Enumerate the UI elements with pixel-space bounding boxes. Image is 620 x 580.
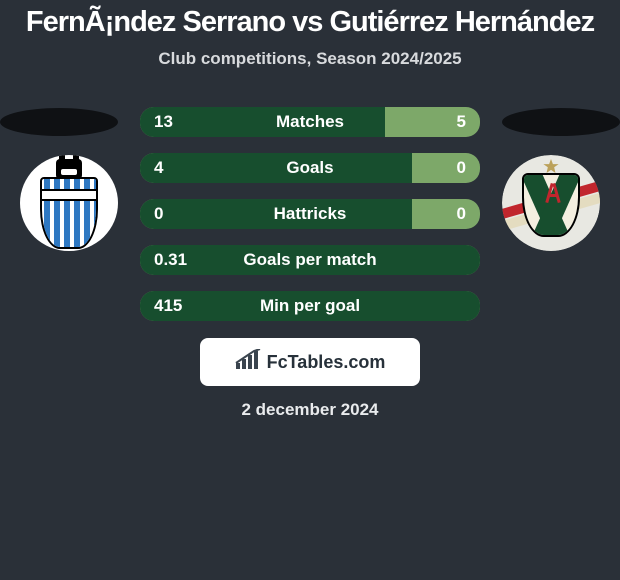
stat-row: 415 Min per goal xyxy=(140,291,480,321)
letter-a-icon xyxy=(546,183,560,203)
platform-right-shadow xyxy=(502,108,620,136)
striped-shield-icon xyxy=(40,177,98,249)
comparison-title: FernÃ¡ndez Serrano vs Gutiérrez Hernánde… xyxy=(0,0,620,39)
stat-right-value: 0 xyxy=(457,204,466,224)
stat-left-value: 4 xyxy=(154,158,163,178)
stat-rows: 13 Matches 5 4 Goals 0 0 Hattricks 0 0.31 Goals pe… xyxy=(140,107,480,337)
stat-left-value: 0 xyxy=(154,204,163,224)
comparison-subtitle: Club competitions, Season 2024/2025 xyxy=(0,49,620,69)
club-left-badge xyxy=(20,155,118,251)
stat-left-value: 415 xyxy=(154,296,182,316)
stat-right-value: 5 xyxy=(457,112,466,132)
platform-left-shadow xyxy=(0,108,118,136)
snapshot-date: 2 december 2024 xyxy=(0,400,620,420)
v-shield-icon xyxy=(522,173,580,237)
stat-right-value: 0 xyxy=(457,158,466,178)
stat-label: Matches xyxy=(276,112,344,132)
stat-row-left-fill xyxy=(140,107,385,137)
bar-chart-icon xyxy=(235,349,261,376)
stat-label: Goals per match xyxy=(243,250,376,270)
star-icon xyxy=(543,159,559,173)
stat-left-value: 13 xyxy=(154,112,173,132)
club-right-badge xyxy=(502,155,600,251)
stat-row: 4 Goals 0 xyxy=(140,153,480,183)
stat-label: Goals xyxy=(286,158,333,178)
stat-row: 0 Hattricks 0 xyxy=(140,199,480,229)
stat-label: Min per goal xyxy=(260,296,360,316)
stat-row-left-fill xyxy=(140,153,412,183)
brand-label: FcTables.com xyxy=(267,352,386,373)
brand-pill: FcTables.com xyxy=(200,338,420,386)
stat-row: 0.31 Goals per match xyxy=(140,245,480,275)
stat-label: Hattricks xyxy=(274,204,347,224)
stat-left-value: 0.31 xyxy=(154,250,187,270)
stat-row: 13 Matches 5 xyxy=(140,107,480,137)
